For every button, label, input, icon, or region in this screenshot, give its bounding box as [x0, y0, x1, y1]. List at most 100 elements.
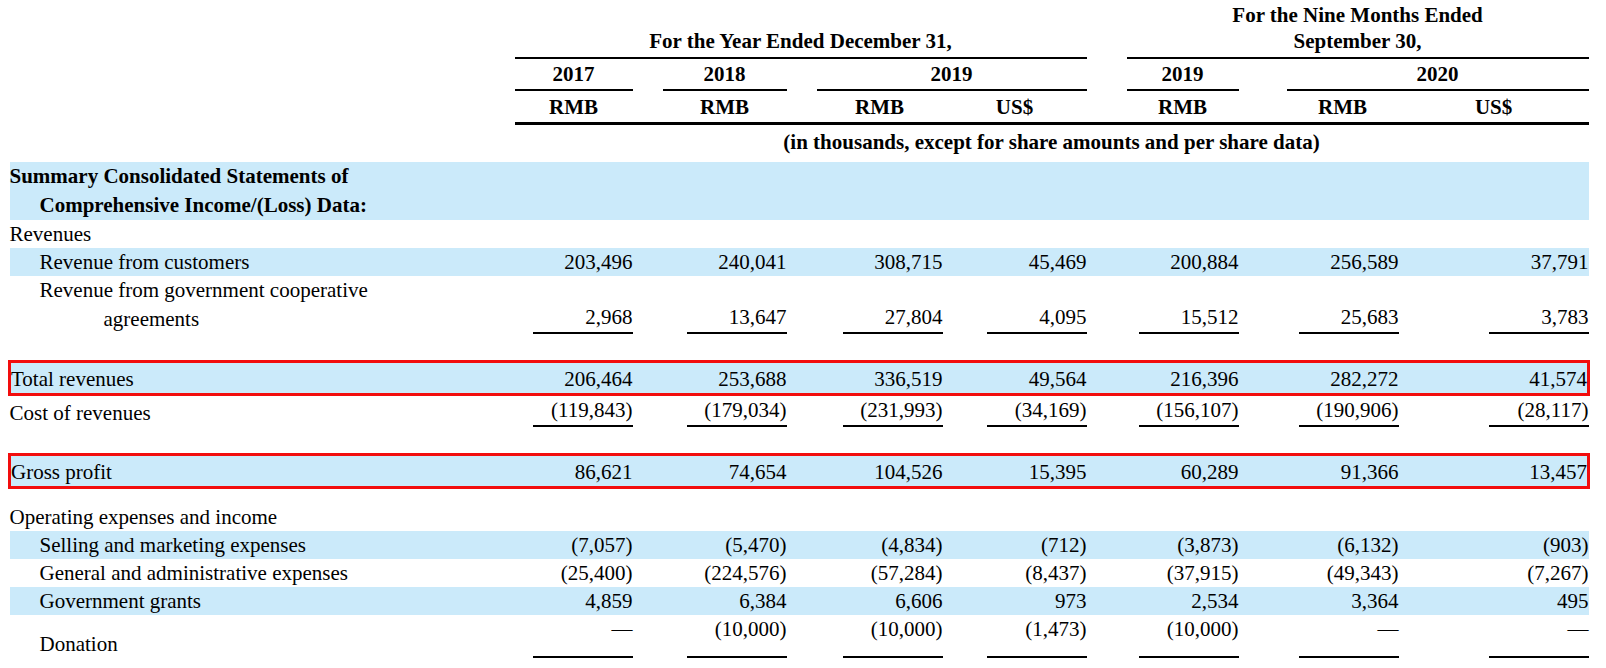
value-text: (37,915) [1167, 560, 1239, 586]
value-text: (7,267) [1527, 560, 1588, 586]
value-text: (25,400) [561, 560, 633, 586]
value-cell [943, 162, 1087, 220]
header-spacer [1239, 58, 1287, 90]
table-row: Total revenues206,464253,688336,51949,56… [10, 362, 1589, 395]
value-cell: (10,000) [817, 615, 943, 658]
value-cell: (25,400) [515, 559, 633, 587]
header-spacer [787, 58, 817, 90]
column-spacer [1087, 587, 1127, 615]
table-row: Revenues [10, 220, 1589, 248]
header-year-2017: 2017 [515, 58, 633, 90]
value-text: (1,473) [987, 616, 1087, 658]
row-spacer [10, 334, 1589, 362]
column-spacer [633, 162, 663, 220]
value-cell: 37,791 [1399, 248, 1589, 276]
header-spacer [10, 2, 515, 58]
header-group-nine-months: For the Nine Months Ended September 30, [1127, 2, 1589, 58]
table-row: Revenue from government cooperativeagree… [10, 276, 1589, 334]
value-cell [1127, 162, 1239, 220]
value-cell: (57,284) [817, 559, 943, 587]
value-cell: 4,859 [515, 587, 633, 615]
value-cell [1399, 503, 1589, 531]
value-text: 15,395 [1029, 459, 1087, 485]
value-text: (3,873) [1177, 532, 1238, 558]
row-label: Operating expenses and income [10, 503, 515, 531]
table-row: Government grants4,8596,3846,6069732,534… [10, 587, 1589, 615]
value-cell: (903) [1399, 531, 1589, 559]
value-cell: (28,117) [1399, 395, 1589, 428]
value-cell: (4,834) [817, 531, 943, 559]
value-cell [1287, 220, 1399, 248]
column-spacer [787, 455, 817, 488]
value-text: 27,804 [843, 304, 943, 334]
column-spacer [787, 531, 817, 559]
row-label: Donation [10, 615, 515, 658]
value-cell: (49,343) [1287, 559, 1399, 587]
value-text: 13,647 [687, 304, 787, 334]
value-cell: (712) [943, 531, 1087, 559]
column-spacer [633, 248, 663, 276]
column-spacer [1087, 559, 1127, 587]
value-text: 256,589 [1330, 249, 1398, 275]
value-cell: (190,906) [1287, 395, 1399, 428]
column-spacer [787, 503, 817, 531]
value-text: 495 [1557, 588, 1589, 614]
value-text: 25,683 [1299, 304, 1399, 334]
header-spacer [787, 90, 817, 124]
value-cell: (7,267) [1399, 559, 1589, 587]
value-text: (224,576) [704, 560, 786, 586]
column-spacer [787, 248, 817, 276]
column-spacer [633, 531, 663, 559]
value-cell [1287, 162, 1399, 220]
value-cell: 3,783 [1399, 276, 1589, 334]
spacer-row [10, 488, 1589, 504]
row-spacer [10, 488, 1589, 504]
column-spacer [1087, 162, 1127, 220]
header-spacer [633, 90, 663, 124]
spacer-row [10, 334, 1589, 362]
value-text: 308,715 [874, 249, 942, 275]
row-label: Revenues [10, 220, 515, 248]
column-spacer [1087, 615, 1127, 658]
row-label: Total revenues [10, 362, 515, 395]
value-cell [1399, 162, 1589, 220]
row-label: Selling and marketing expenses [10, 531, 515, 559]
value-text: (712) [1041, 532, 1087, 558]
value-text: 86,621 [575, 459, 633, 485]
table-row: Summary Consolidated Statements ofCompre… [10, 162, 1589, 220]
value-text: 4,095 [987, 304, 1087, 334]
table-row: General and administrative expenses(25,4… [10, 559, 1589, 587]
column-spacer [633, 503, 663, 531]
units-note: (in thousands, except for share amounts … [515, 124, 1589, 163]
value-cell: 216,396 [1127, 362, 1239, 395]
value-cell: 25,683 [1287, 276, 1399, 334]
value-text: (57,284) [871, 560, 943, 586]
value-text: 282,272 [1330, 366, 1398, 392]
row-label: Revenue from customers [10, 248, 515, 276]
value-cell [515, 220, 633, 248]
header-spacer [1087, 2, 1127, 58]
value-cell: 45,469 [943, 248, 1087, 276]
value-text: (6,132) [1337, 532, 1398, 558]
column-spacer [633, 455, 663, 488]
value-text: 74,654 [729, 459, 787, 485]
row-label: Summary Consolidated Statements ofCompre… [10, 162, 515, 220]
value-cell: 104,526 [817, 455, 943, 488]
header-year-row: 2017 2018 2019 2019 2020 [10, 58, 1589, 90]
value-text: 104,526 [874, 459, 942, 485]
value-text: 91,366 [1341, 459, 1399, 485]
value-cell [1399, 220, 1589, 248]
column-spacer [1239, 455, 1287, 488]
column-spacer [787, 362, 817, 395]
value-cell: 495 [1399, 587, 1589, 615]
table-row: Revenue from customers203,496240,041308,… [10, 248, 1589, 276]
value-cell [663, 162, 787, 220]
value-text: 6,606 [895, 588, 942, 614]
value-cell [1127, 220, 1239, 248]
value-cell: 240,041 [663, 248, 787, 276]
value-cell: (10,000) [663, 615, 787, 658]
value-text: (4,834) [881, 532, 942, 558]
value-cell: (224,576) [663, 559, 787, 587]
header-spacer [10, 90, 515, 124]
value-text: (156,107) [1139, 397, 1239, 427]
